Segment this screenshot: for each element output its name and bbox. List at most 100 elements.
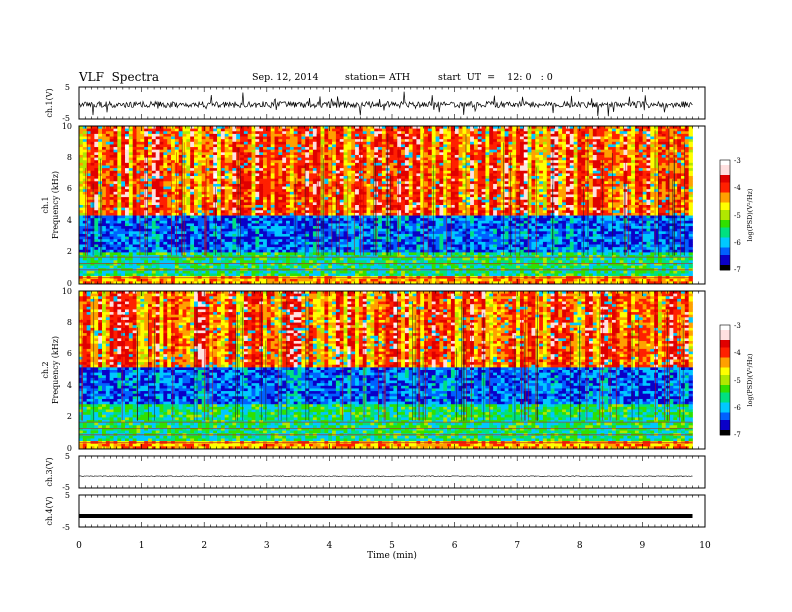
spectrogram-cell — [128, 165, 134, 169]
spectrogram-cell — [82, 181, 88, 185]
spectrogram-cell — [615, 133, 621, 137]
spectrogram-cell — [634, 152, 640, 156]
spectrogram-cell — [608, 165, 613, 169]
spectrogram-cell — [431, 133, 436, 137]
spectrogram-cell — [650, 126, 655, 130]
spectrogram-cell — [408, 133, 413, 137]
spectrogram-cell — [163, 173, 168, 177]
spectrogram-cell — [278, 170, 283, 174]
spectrogram-cell — [286, 170, 291, 174]
spectrogram-cell — [259, 154, 264, 158]
spectrogram-cell — [447, 168, 452, 172]
spectrogram-cell — [401, 202, 406, 206]
spectrogram-cell — [320, 178, 325, 182]
spectrogram-cell — [443, 131, 448, 135]
spectrogram-cell — [328, 194, 333, 198]
spectrogram-cell — [324, 168, 329, 172]
spectrogram-cell — [358, 149, 364, 153]
spectrogram-cell — [615, 152, 621, 156]
spectrogram-cell — [105, 147, 111, 151]
spectrogram-cell — [328, 197, 333, 201]
spectrogram-cell — [431, 154, 436, 158]
spectrogram-cell — [539, 160, 544, 164]
spectrogram-cell — [236, 144, 241, 148]
spectrogram-cell — [220, 133, 226, 137]
spectrogram-cell — [470, 160, 475, 164]
spectrogram-cell — [393, 205, 398, 209]
spectrogram-cell — [251, 126, 256, 130]
spectrogram-cell — [301, 183, 306, 187]
spectrogram-cell — [343, 181, 348, 185]
spectrogram-cell — [301, 181, 306, 185]
spectrogram-cell — [320, 136, 325, 140]
spectrogram-cell — [266, 162, 272, 166]
spectrogram-cell — [255, 152, 260, 156]
spectrogram-cell — [151, 186, 157, 190]
spectrogram-cell — [140, 139, 145, 143]
spectrogram-cell — [301, 144, 306, 148]
spectrogram-cell — [312, 176, 318, 180]
spectrogram-cell — [592, 189, 598, 193]
spectrogram-cell — [132, 162, 137, 166]
spectrogram-cell — [328, 149, 333, 153]
spectrogram-cell — [90, 149, 95, 153]
spectrogram-cell — [604, 205, 609, 209]
spectrogram-cell — [642, 139, 647, 143]
spectrogram-cell — [174, 181, 180, 185]
spectrogram-cell — [132, 197, 137, 201]
spectrogram-cell — [301, 162, 306, 166]
spectrogram-cell — [477, 170, 482, 174]
spectrogram-cell — [366, 133, 371, 137]
spectrogram-cell — [500, 147, 505, 151]
spectrogram-cell — [355, 149, 360, 153]
spectrogram-cell — [270, 162, 275, 166]
spectrogram-cell — [408, 128, 413, 132]
spectrogram-cell — [109, 131, 114, 135]
spectrogram-cell — [427, 183, 433, 187]
spectrogram-cell — [485, 186, 490, 190]
spectrogram-cell — [585, 162, 590, 166]
spectrogram-cell — [477, 136, 482, 140]
spectrogram-cell — [554, 152, 559, 156]
spectrogram-cell — [500, 186, 505, 190]
spectrogram-cell — [550, 131, 555, 135]
spectrogram-cell — [86, 181, 91, 185]
spectrogram-cell — [263, 202, 268, 206]
spectrogram-cell — [224, 181, 229, 185]
spectrogram-cell — [339, 178, 344, 182]
spectrogram-cell — [546, 128, 552, 132]
spectrogram-cell — [182, 154, 187, 158]
spectrogram-cell — [144, 165, 149, 169]
spectrogram-cell — [259, 176, 264, 180]
spectrogram-cell — [669, 154, 674, 158]
spectrogram-cell — [600, 139, 605, 143]
spectrogram-cell — [263, 133, 268, 137]
spectrogram-cell — [282, 202, 287, 206]
spectrogram-cell — [305, 165, 310, 169]
spectrogram-cell — [171, 133, 176, 137]
spectrogram-cell — [554, 139, 559, 143]
spectrogram-cell — [523, 160, 528, 164]
spectrogram-cell — [366, 197, 371, 201]
spectrogram-cell — [362, 160, 367, 164]
spectrogram-cell — [320, 186, 325, 190]
spectrogram-cell — [416, 152, 421, 156]
spectrogram-cell — [680, 141, 686, 145]
spectrogram-cell — [136, 197, 141, 201]
spectrogram-cell — [646, 160, 651, 164]
spectrogram-cell — [554, 183, 559, 187]
spectrogram-cell — [151, 154, 157, 158]
spectrogram-cell — [309, 173, 314, 177]
spectrogram-cell — [611, 141, 617, 145]
spectrogram-cell — [642, 147, 647, 151]
spectrogram-cell — [435, 152, 440, 156]
spectrogram-cell — [500, 178, 505, 182]
spectrogram-cell — [473, 199, 479, 203]
spectrogram-cell — [197, 141, 203, 145]
spectrogram-cell — [439, 157, 444, 161]
spectrogram-cell — [159, 189, 164, 193]
spectrogram-cell — [247, 144, 252, 148]
spectrogram-cell — [454, 160, 459, 164]
spectrogram-cell — [102, 139, 107, 143]
spectrogram-cell — [105, 133, 111, 137]
